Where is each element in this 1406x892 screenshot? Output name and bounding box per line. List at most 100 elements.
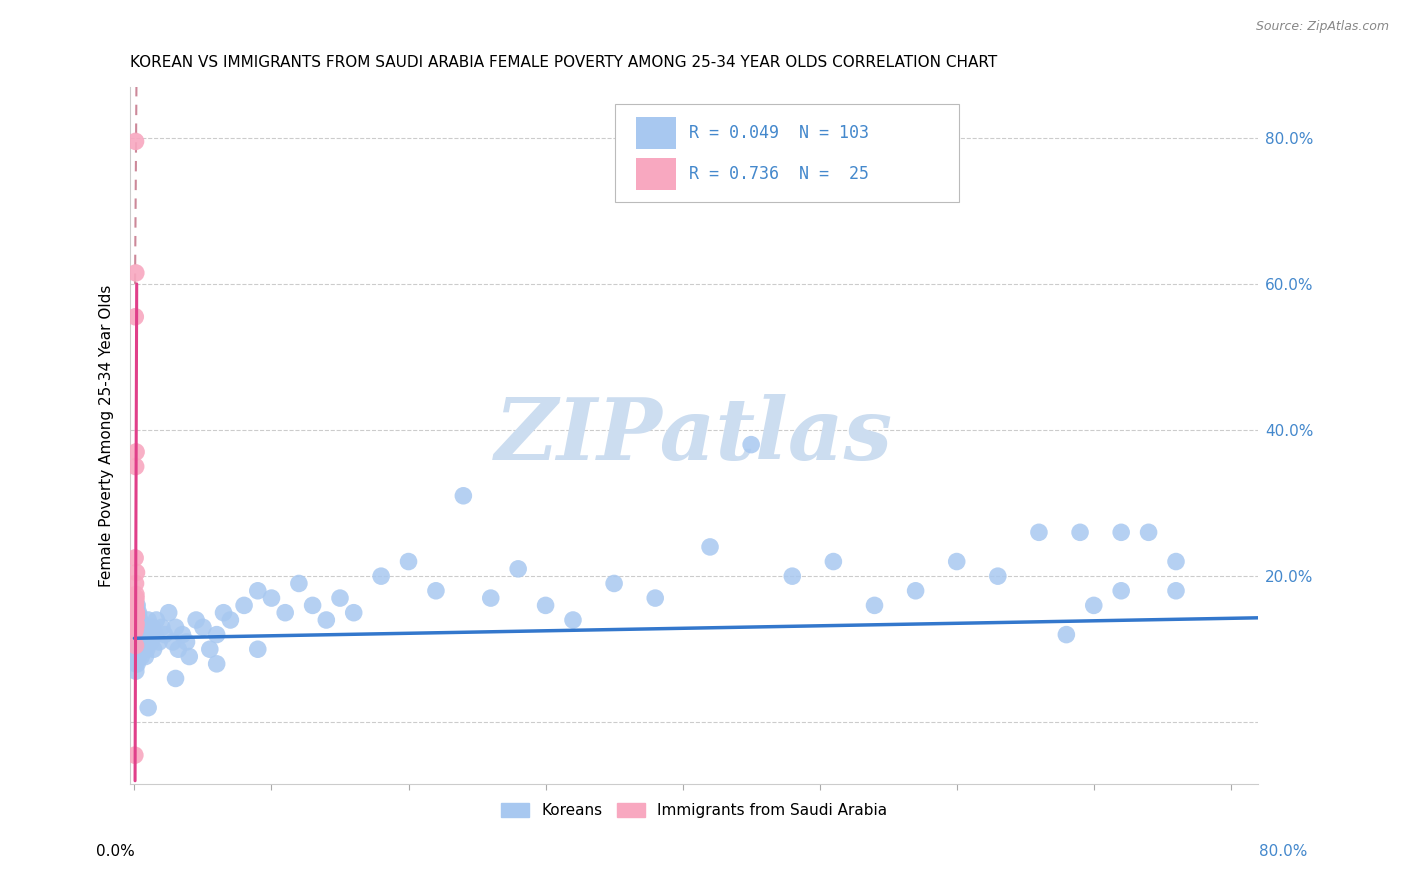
Point (131, 627, 153, 641)
Point (128, 642, 150, 657)
Point (125, 599, 148, 613)
Point (205, 657, 228, 671)
FancyBboxPatch shape (616, 104, 959, 202)
Point (780, 569, 803, 583)
Point (134, 627, 156, 641)
Point (128, 627, 150, 641)
Point (157, 606, 180, 620)
Point (274, 606, 297, 620)
Point (179, 649, 201, 664)
Point (863, 599, 886, 613)
Point (198, 642, 221, 657)
Point (127, 599, 149, 613)
Point (125, 591, 148, 605)
Point (125, 606, 148, 620)
Point (124, 591, 146, 605)
Point (1054, 627, 1077, 641)
Point (176, 635, 198, 649)
Point (124, 576, 146, 591)
Point (246, 642, 269, 657)
Point (823, 555, 845, 569)
Point (124, 599, 146, 613)
Point (425, 583, 447, 598)
Point (562, 613, 585, 627)
Point (124, 620, 146, 634)
Point (1137, 525, 1160, 540)
Point (1164, 583, 1187, 598)
Point (129, 627, 152, 641)
Point (125, 657, 148, 671)
Point (148, 635, 170, 649)
Point (129, 620, 152, 634)
Point (129, 635, 152, 649)
Point (508, 562, 530, 576)
Point (125, 609, 148, 624)
Point (904, 583, 927, 598)
Point (153, 627, 176, 641)
Point (1109, 583, 1132, 598)
Point (125, 609, 148, 624)
Point (132, 635, 155, 649)
Bar (636, 158, 676, 190)
Point (145, 613, 167, 627)
Point (125, 649, 148, 664)
Text: 80.0%: 80.0% (1260, 845, 1308, 859)
Point (288, 576, 311, 591)
Point (127, 635, 149, 649)
Point (127, 606, 149, 620)
Point (128, 620, 150, 634)
Point (172, 627, 194, 641)
Point (124, 595, 146, 609)
Point (139, 635, 162, 649)
Point (134, 649, 156, 664)
Point (945, 555, 967, 569)
Point (219, 613, 242, 627)
Point (138, 627, 160, 641)
Point (125, 627, 148, 641)
Point (127, 620, 149, 634)
Point (453, 489, 475, 503)
Point (127, 657, 149, 671)
Text: Source: ZipAtlas.com: Source: ZipAtlas.com (1256, 20, 1389, 33)
Legend: Koreans, Immigrants from Saudi Arabia: Koreans, Immigrants from Saudi Arabia (495, 797, 893, 824)
Point (135, 642, 157, 657)
Point (246, 583, 269, 598)
Point (343, 606, 366, 620)
Point (329, 591, 352, 605)
Point (143, 627, 166, 641)
Point (205, 627, 228, 641)
Point (124, 459, 146, 474)
Point (127, 613, 149, 627)
Point (124, 639, 146, 653)
Point (125, 642, 148, 657)
Point (127, 620, 149, 634)
Point (315, 613, 337, 627)
Point (127, 627, 149, 641)
Point (124, 748, 146, 763)
Point (125, 616, 148, 631)
Point (128, 635, 150, 649)
Point (699, 540, 721, 554)
Text: R = 0.049  N = 103: R = 0.049 N = 103 (689, 124, 869, 143)
Point (125, 566, 148, 580)
Bar (636, 117, 676, 149)
Point (129, 613, 152, 627)
Point (125, 635, 148, 649)
Point (1028, 525, 1050, 540)
Text: KOREAN VS IMMIGRANTS FROM SAUDI ARABIA FEMALE POVERTY AMONG 25-34 YEAR OLDS CORR: KOREAN VS IMMIGRANTS FROM SAUDI ARABIA F… (131, 55, 998, 70)
Point (136, 613, 159, 627)
Point (128, 649, 150, 664)
Point (740, 437, 762, 451)
Point (1083, 599, 1105, 613)
Point (125, 620, 148, 634)
Point (124, 550, 146, 565)
Point (165, 620, 187, 634)
Point (124, 624, 146, 638)
Point (398, 555, 420, 569)
Point (127, 649, 149, 664)
Text: R = 0.736  N =  25: R = 0.736 N = 25 (689, 165, 869, 183)
Point (129, 649, 152, 664)
Point (124, 606, 146, 620)
Point (142, 642, 165, 657)
Point (212, 606, 235, 620)
